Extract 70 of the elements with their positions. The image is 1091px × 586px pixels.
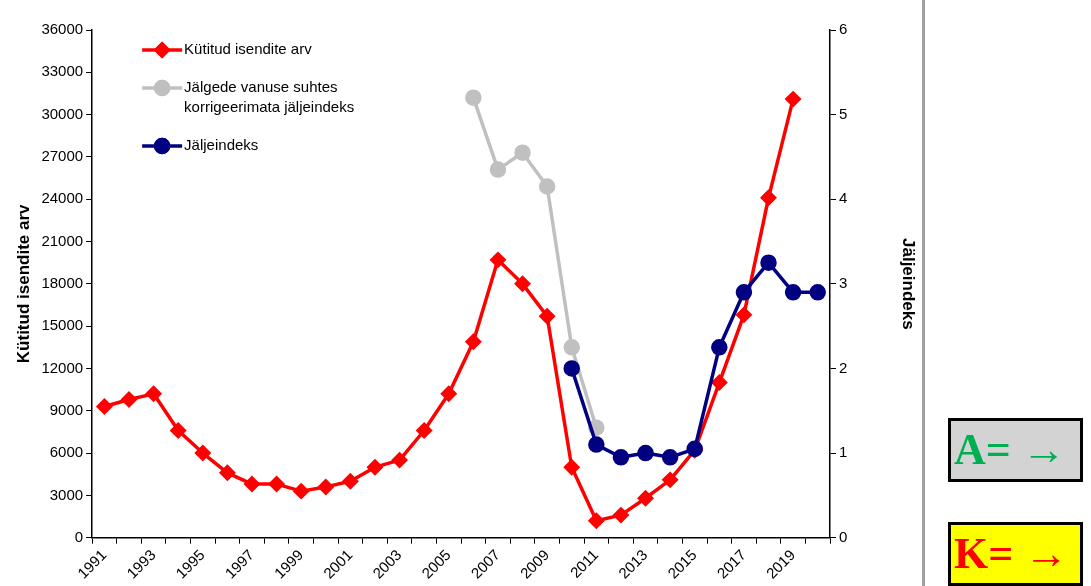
y-tick-label: 33000 (41, 62, 84, 80)
point (613, 507, 629, 523)
point (244, 476, 260, 492)
y-tick-label: 21000 (41, 231, 84, 249)
point (735, 284, 753, 301)
point (784, 284, 802, 301)
point (489, 161, 507, 178)
y-tick-label: 0 (74, 527, 84, 545)
y2-tick-label: 0 (839, 527, 848, 545)
point (588, 436, 605, 453)
legend-label: Kütitud isendite arv (184, 40, 313, 58)
y-tick-label: 18000 (41, 273, 84, 291)
point (588, 513, 605, 529)
point (219, 465, 236, 481)
legend-label: Jälgede vanuse suhtes korrigeerimata jäljeindeks (184, 78, 355, 116)
y-tick-label: 12000 (41, 358, 84, 376)
y-axis-title: Kütitud isendite arv (13, 203, 33, 364)
point (170, 422, 186, 439)
y-tick-label: 6000 (49, 443, 84, 461)
point (195, 445, 211, 461)
point (661, 449, 679, 466)
point (318, 479, 334, 495)
point (539, 308, 555, 325)
y2-axis-title: Jäljeindeks (899, 238, 919, 330)
point (514, 276, 531, 292)
y2-tick-label: 4 (839, 189, 848, 207)
text: K= → (948, 522, 1083, 586)
point (96, 398, 113, 415)
point (785, 91, 801, 107)
point (637, 444, 654, 462)
text: A= → (948, 418, 1083, 482)
point (637, 490, 654, 506)
point (563, 459, 580, 475)
point (293, 483, 309, 499)
point (760, 254, 777, 271)
point (514, 144, 531, 161)
y-tick-label: 36000 (41, 20, 84, 38)
y2-tick-label: 2 (839, 358, 848, 376)
point (465, 89, 482, 106)
y2-tick-label: 1 (839, 443, 848, 461)
point (538, 178, 556, 195)
point (145, 386, 162, 402)
point (367, 459, 383, 475)
point (441, 386, 457, 402)
y-tick-label: 24000 (41, 189, 84, 207)
point (563, 360, 580, 377)
point (342, 473, 359, 490)
y2-tick-label: 6 (839, 20, 848, 38)
point (711, 374, 728, 391)
point (121, 391, 137, 408)
y-tick-label: 27000 (41, 147, 84, 165)
point (711, 339, 728, 356)
point (760, 190, 777, 206)
y-tick-label: 9000 (49, 400, 84, 418)
point (662, 472, 678, 488)
y2-tick-label: 5 (839, 104, 848, 122)
y-tick-label: 30000 (41, 104, 84, 122)
y-tick-label: 3000 (49, 485, 84, 503)
point (490, 252, 506, 268)
point (268, 476, 285, 492)
y2-tick-label: 3 (839, 273, 848, 291)
y-tick-label: 15000 (41, 316, 84, 334)
point (391, 452, 408, 468)
point (809, 284, 826, 301)
point (612, 449, 630, 466)
legend-label: Jäljeindeks (184, 136, 259, 154)
point (465, 333, 482, 350)
point (416, 422, 432, 439)
point (563, 339, 580, 356)
point (736, 307, 752, 323)
